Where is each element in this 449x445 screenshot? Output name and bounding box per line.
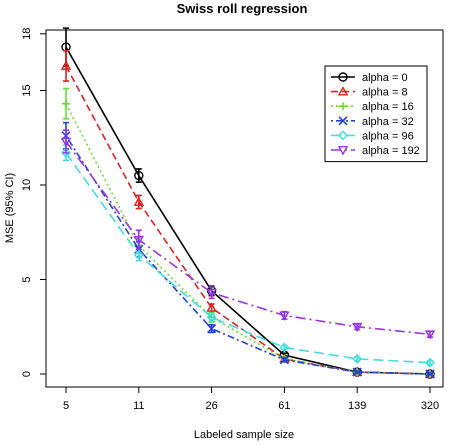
x-axis: 5 11 26 61 139 320	[63, 387, 439, 412]
data-point	[424, 330, 436, 340]
data-point	[60, 60, 72, 70]
legend-label: alpha = 8	[362, 87, 408, 99]
legend-marker	[337, 146, 349, 156]
legend-item: alpha = 192	[331, 145, 420, 157]
y-tick-label: 0	[21, 371, 33, 377]
data-point	[61, 147, 71, 158]
legend-item: alpha = 32	[331, 116, 414, 128]
series-4	[61, 144, 435, 368]
data-point	[62, 99, 70, 108]
legend-marker	[338, 130, 348, 141]
legend-label: alpha = 192	[362, 145, 420, 157]
x-tick-label: 11	[133, 400, 144, 412]
error-bar	[135, 229, 142, 251]
data-point	[279, 342, 290, 353]
x-tick-label: 139	[348, 400, 366, 412]
series-line	[65, 152, 431, 364]
legend-label: alpha = 16	[362, 101, 414, 113]
series-line	[65, 141, 431, 336]
legend-item: alpha = 0	[331, 72, 408, 84]
data-point	[134, 170, 144, 181]
legend-item: alpha = 16	[331, 101, 414, 113]
y-tick-label: 10	[21, 179, 33, 191]
data-point	[279, 355, 289, 365]
data-point	[60, 137, 72, 147]
error-bar	[63, 129, 69, 154]
plot-frame	[45, 29, 444, 388]
data-point	[425, 357, 435, 368]
legend-box	[324, 65, 428, 163]
x-tick-label: 320	[421, 400, 439, 412]
x-axis-label: Labeled sample size	[194, 429, 294, 441]
series-group	[60, 27, 436, 379]
y-axis-label: MSE (95% CI)	[4, 173, 16, 243]
legend-label: alpha = 0	[362, 72, 408, 84]
data-point	[206, 302, 217, 312]
x-tick-label: 5	[63, 400, 69, 412]
legend-item: alpha = 8	[331, 86, 408, 99]
series-5	[60, 129, 436, 340]
legend-marker	[339, 102, 347, 111]
x-tick-label: 61	[278, 400, 290, 412]
data-point	[133, 196, 144, 206]
data-point	[425, 369, 435, 379]
legend-label: alpha = 32	[362, 116, 414, 128]
y-axis: 0 5 10 15 18	[21, 28, 46, 377]
legend: alpha = 0 alpha = 8 alpha = 16 alpha = 32 al…	[324, 65, 428, 163]
data-point	[352, 322, 363, 333]
data-point	[352, 367, 362, 377]
y-tick-label: 15	[21, 84, 33, 96]
chart-title: Swiss roll regression	[177, 1, 308, 16]
y-tick-label: 18	[21, 28, 33, 40]
y-tick-label: 5	[21, 276, 33, 282]
series-line	[65, 135, 431, 375]
data-point	[133, 249, 144, 260]
legend-marker	[338, 72, 348, 82]
data-point	[206, 288, 217, 299]
legend-label: alpha = 96	[362, 130, 414, 142]
data-point	[279, 311, 290, 321]
x-tick-label: 26	[205, 400, 217, 412]
series-line	[65, 103, 431, 375]
data-point	[133, 235, 144, 246]
legend-item: alpha = 96	[331, 130, 414, 142]
legend-marker	[337, 86, 349, 96]
data-point	[206, 312, 217, 323]
error-bar	[63, 50, 69, 82]
data-point	[207, 324, 217, 334]
legend-marker	[338, 116, 348, 126]
data-point	[352, 353, 363, 364]
